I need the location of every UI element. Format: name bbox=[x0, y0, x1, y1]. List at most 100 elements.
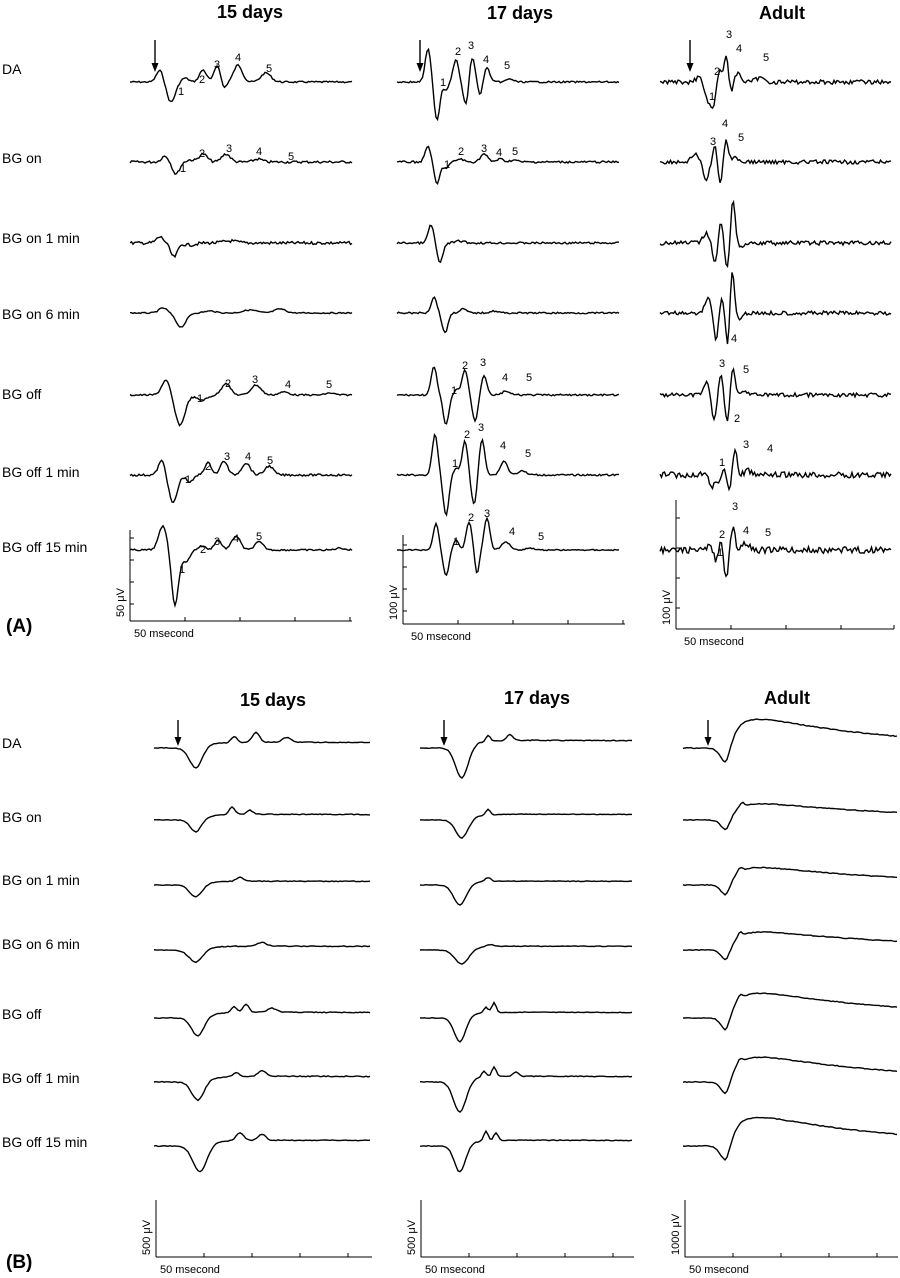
panel-b-row-label-bg-on-1-min: BG on 1 min bbox=[2, 872, 80, 888]
stimulus-arrow-head bbox=[704, 737, 712, 746]
x-scale-label: 50 msecond bbox=[134, 628, 194, 640]
panel-b-row-label-bg-on-6-min: BG on 6 min bbox=[2, 936, 80, 952]
peak-label-3: 3 bbox=[226, 143, 232, 155]
trace-a-15-days-bg-off bbox=[129, 379, 353, 427]
trace-b-15-days-bg-off bbox=[153, 1003, 371, 1037]
peak-label-3: 3 bbox=[478, 422, 484, 434]
panel-b-title-17-days: 17 days bbox=[503, 688, 571, 708]
panel-a-row-label-bg-on-1-min: BG on 1 min bbox=[2, 230, 80, 246]
peak-label-1: 1 bbox=[444, 159, 450, 171]
peak-label-3: 3 bbox=[484, 508, 490, 520]
trace-b-adult-bg-on-6-min bbox=[683, 930, 898, 961]
peak-label-1: 1 bbox=[717, 547, 723, 559]
x-scale-label: 50 msecond bbox=[425, 1264, 485, 1276]
peak-label-3: 3 bbox=[732, 501, 738, 513]
panel-b-row-label-bg-off-1-min: BG off 1 min bbox=[2, 1070, 80, 1086]
trace-b-17-days-bg-on-1-min bbox=[419, 877, 633, 906]
panel-a-row-label-bg-off: BG off bbox=[2, 386, 42, 402]
panel-b-row-label-da: DA bbox=[2, 735, 22, 751]
peak-label-4: 4 bbox=[233, 533, 239, 545]
peak-label-5: 5 bbox=[763, 52, 769, 64]
trace-b-15-days-bg-off-15-min bbox=[153, 1132, 371, 1173]
peak-label-5: 5 bbox=[526, 372, 532, 384]
peak-label-4: 4 bbox=[285, 379, 291, 391]
peak-label-4: 4 bbox=[483, 54, 489, 66]
trace-b-15-days-da bbox=[153, 731, 371, 769]
trace-a-17-days-bg-off-1-min bbox=[396, 432, 619, 517]
peak-label-1: 1 bbox=[180, 163, 186, 175]
peak-label-2: 2 bbox=[464, 429, 470, 441]
peak-label-1: 1 bbox=[179, 564, 185, 576]
trace-a-15-days-bg-on bbox=[129, 152, 353, 176]
peak-label-4: 4 bbox=[500, 440, 506, 452]
peak-label-1: 1 bbox=[451, 385, 457, 397]
stimulus-arrow-head bbox=[686, 63, 694, 72]
x-scale-label: 50 msecond bbox=[684, 636, 744, 648]
trace-b-adult-bg-on bbox=[682, 801, 898, 831]
panel-a-letter: (A) bbox=[6, 616, 33, 637]
peak-label-5: 5 bbox=[738, 132, 744, 144]
peak-label-4: 4 bbox=[256, 146, 262, 158]
trace-a-adult-bg-on-6-min bbox=[659, 272, 892, 345]
trace-a-15-days-da bbox=[129, 63, 353, 103]
peak-label-3: 3 bbox=[214, 536, 220, 548]
panel-a-title-17-days: 17 days bbox=[486, 3, 554, 23]
peak-label-4: 4 bbox=[722, 118, 728, 130]
panel-b-letter: (B) bbox=[6, 1252, 33, 1273]
peak-label-1: 1 bbox=[178, 86, 184, 98]
peak-label-2: 2 bbox=[714, 66, 720, 78]
panel-a-row-label-bg-off-15-min: BG off 15 min bbox=[2, 539, 88, 555]
panel-a-row-label-bg-off-1-min: BG off 1 min bbox=[2, 464, 80, 480]
peak-label-4: 4 bbox=[235, 52, 241, 64]
peak-label-1: 1 bbox=[197, 393, 203, 405]
panel-a-row-label-bg-on-6-min: BG on 6 min bbox=[2, 306, 80, 322]
trace-a-15-days-bg-off-15-min bbox=[129, 524, 353, 608]
stimulus-arrow-head bbox=[440, 737, 448, 746]
peak-label-3: 3 bbox=[719, 358, 725, 370]
peak-label-2: 2 bbox=[205, 461, 211, 473]
trace-a-adult-da bbox=[659, 55, 892, 110]
panel-a-row-label-bg-on: BG on bbox=[2, 150, 42, 166]
peak-label-1: 1 bbox=[719, 457, 725, 469]
peak-label-4: 4 bbox=[767, 443, 773, 455]
peak-label-4: 4 bbox=[731, 333, 737, 345]
trace-a-17-days-bg-off bbox=[396, 366, 620, 425]
peak-label-2: 2 bbox=[734, 413, 740, 425]
panel-b-row-label-bg-on: BG on bbox=[2, 809, 42, 825]
x-scale-label: 50 msecond bbox=[689, 1264, 749, 1276]
trace-a-adult-bg-off-1-min bbox=[659, 447, 892, 492]
stimulus-arrow-head bbox=[174, 737, 182, 746]
peak-label-5: 5 bbox=[765, 527, 771, 539]
peak-label-5: 5 bbox=[512, 146, 518, 158]
peak-label-5: 5 bbox=[267, 455, 273, 467]
trace-a-15-days-bg-on-1-min bbox=[129, 235, 353, 259]
peak-label-2: 2 bbox=[200, 544, 206, 556]
trace-b-17-days-bg-on bbox=[419, 808, 633, 840]
trace-b-17-days-da bbox=[419, 733, 633, 779]
trace-a-17-days-bg-on-6-min bbox=[396, 296, 620, 334]
peak-label-5: 5 bbox=[504, 60, 510, 72]
stimulus-arrow-head bbox=[151, 63, 159, 72]
peak-label-2: 2 bbox=[455, 46, 461, 58]
peak-label-2: 2 bbox=[199, 148, 205, 160]
peak-label-2: 2 bbox=[462, 360, 468, 372]
trace-a-adult-bg-on-1-min bbox=[659, 199, 892, 269]
stimulus-arrow-head bbox=[416, 63, 424, 72]
peak-label-3: 3 bbox=[710, 136, 716, 148]
peak-label-3: 3 bbox=[468, 40, 474, 52]
peak-label-1: 1 bbox=[452, 458, 458, 470]
trace-b-adult-bg-on-1-min bbox=[682, 866, 898, 896]
trace-b-adult-da bbox=[682, 718, 898, 763]
trace-b-15-days-bg-off-1-min bbox=[153, 1069, 371, 1102]
trace-b-15-days-bg-on-1-min bbox=[153, 876, 371, 898]
y-scale-label: 100 μV bbox=[388, 584, 400, 620]
panel-b-title-adult: Adult bbox=[764, 688, 810, 708]
x-scale-label: 50 msecond bbox=[411, 631, 471, 643]
trace-b-17-days-bg-off-1-min bbox=[419, 1065, 633, 1114]
peak-label-3: 3 bbox=[214, 59, 220, 71]
trace-a-17-days-bg-off-15-min bbox=[396, 516, 620, 577]
peak-label-2: 2 bbox=[468, 512, 474, 524]
peak-label-1: 1 bbox=[185, 474, 191, 486]
peak-label-3: 3 bbox=[252, 374, 258, 386]
